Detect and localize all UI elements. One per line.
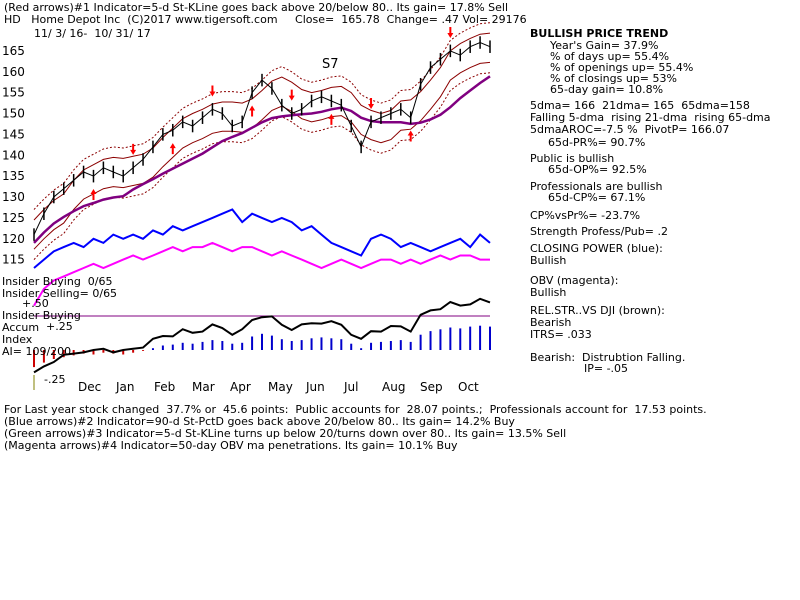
relstr-line: [33, 297, 491, 374]
price-line: [33, 41, 491, 235]
month-tick-label: Mar: [192, 380, 215, 394]
panel-ip: IP= -.05: [584, 362, 629, 375]
price-tick-label: 160: [2, 65, 25, 79]
insider-selling-label: Insider Selling= 0/65: [2, 287, 118, 300]
plus25-label: +.25: [46, 320, 73, 333]
panel-pr: 65d-PR%= 90.7%: [548, 136, 646, 149]
panel-openings-up: % of openings up= 55.4%: [550, 61, 694, 74]
signal-arrow: [90, 189, 97, 201]
footer-line-3: (Green arrows)#3 Indicator=5-d St-KLine …: [4, 427, 567, 440]
obv-line: [33, 241, 490, 307]
insider-buying-2-label: Insider Buying: [2, 309, 81, 322]
header-dates: 11/ 3/ 16- 10/ 31/ 17: [34, 27, 151, 40]
footer-line-4: (Magenta arrows)#4 Indicator=50-day OBV …: [4, 439, 458, 452]
panel-obv-bullish: Bullish: [530, 286, 567, 299]
panel-days-up: % of days up= 55.4%: [550, 50, 670, 63]
panel-itrs: ITRS= .033: [530, 328, 592, 341]
panel-falling: Falling 5-dma rising 21-dma rising 65-dm…: [530, 111, 771, 124]
signal-arrow: [447, 27, 454, 38]
plus50-label: +.50: [22, 297, 49, 310]
trading-band: [33, 61, 491, 250]
trading-band: [33, 32, 491, 221]
price-tick-label: 145: [2, 127, 25, 141]
panel-aroc: 5dmaAROC=-7.5 % PivotP= 166.07: [530, 123, 730, 136]
signal-arrow: [368, 97, 375, 109]
signal-arrow: [407, 130, 414, 142]
footer-line-1: For Last year stock changed 37.7% or 45.…: [4, 403, 707, 416]
month-tick-label: Jan: [115, 380, 135, 394]
accum-label: Accum: [2, 321, 40, 334]
header-line-1: (Red arrows)#1 Indicator=5-d St-KLine go…: [4, 1, 509, 14]
month-tick-label: Jul: [343, 380, 358, 394]
signal-arrow: [130, 143, 137, 155]
price-tick-label: 165: [2, 44, 25, 58]
footer-line-2: (Blue arrows)#2 Indicator=90-d St-PctD g…: [4, 415, 515, 428]
month-tick-label: Dec: [78, 380, 101, 394]
signal-arrow: [328, 113, 335, 125]
panel-strength: Strength Profess/Pub= .2: [530, 225, 668, 238]
panel-cp-bullish: Bullish: [530, 254, 567, 267]
month-tick-label: Feb: [154, 380, 175, 394]
panel-bearish: Bearish: Distrubtion Falling.: [530, 351, 686, 364]
panel-year-gain: Year's Gain= 37.9%: [550, 39, 659, 52]
s7-annotation: S7: [322, 57, 339, 72]
signal-arrow: [209, 85, 216, 97]
signal-arrow: [249, 105, 256, 117]
panel-obv: OBV (magenta):: [530, 274, 619, 287]
price-tick-label: 150: [2, 107, 25, 121]
ai-label: AI= 109/200: [2, 345, 72, 358]
panel-closings-up: % of closings up= 53%: [550, 72, 677, 85]
panel-cp: 65d-CP%= 67.1%: [548, 191, 646, 204]
month-tick-label: Apr: [230, 380, 251, 394]
ma65-line: [33, 75, 491, 244]
month-tick-label: May: [268, 380, 293, 394]
month-tick-label: Sep: [420, 380, 443, 394]
panel-op: 65d-OP%= 92.5%: [548, 163, 647, 176]
price-tick-label: 155: [2, 86, 25, 100]
price-tick-label: 135: [2, 169, 25, 183]
panel-title: BULLISH PRICE TREND: [530, 27, 669, 40]
panel-closing-power: CLOSING POWER (blue):: [530, 242, 663, 255]
stock-chart: 115 120 125 130 135 140 145 150 155 160 165 Dec Jan F…: [2, 22, 491, 394]
month-tick-label: Jun: [305, 380, 325, 394]
index-label: Index: [2, 333, 33, 346]
trading-band: [33, 22, 491, 210]
panel-cpvspr: CP%vsPr%= -23.7%: [530, 209, 641, 222]
panel-public-bullish: Public is bullish: [530, 152, 615, 165]
price-tick-label: 125: [2, 211, 25, 225]
header-line-2: HD Home Depot Inc (C)2017 www.tigersoft.…: [4, 13, 527, 26]
panel-dma: 5dma= 166 21dma= 165 65dma=158: [530, 99, 750, 112]
panel-relstr: REL.STR..VS DJI (brown):: [530, 304, 665, 317]
month-tick-label: Oct: [458, 380, 479, 394]
closing-power-line: [33, 208, 491, 269]
panel-pros-bullish: Professionals are bullish: [530, 180, 663, 193]
price-tick-label: 120: [2, 232, 25, 246]
panel-65day-gain: 65-day gain= 10.8%: [550, 83, 664, 96]
price-tick-label: 115: [2, 253, 25, 267]
insider-buying-label: Insider Buying 0/65: [2, 275, 113, 288]
price-tick-label: 130: [2, 190, 25, 204]
signal-arrow: [169, 143, 176, 155]
month-tick-label: Aug: [382, 380, 405, 394]
panel-relstr-bearish: Bearish: [530, 316, 572, 329]
price-tick-label: 140: [2, 148, 25, 162]
minus25-label: -.25: [44, 373, 66, 386]
trading-band: [33, 72, 491, 260]
signal-arrow: [288, 89, 295, 101]
